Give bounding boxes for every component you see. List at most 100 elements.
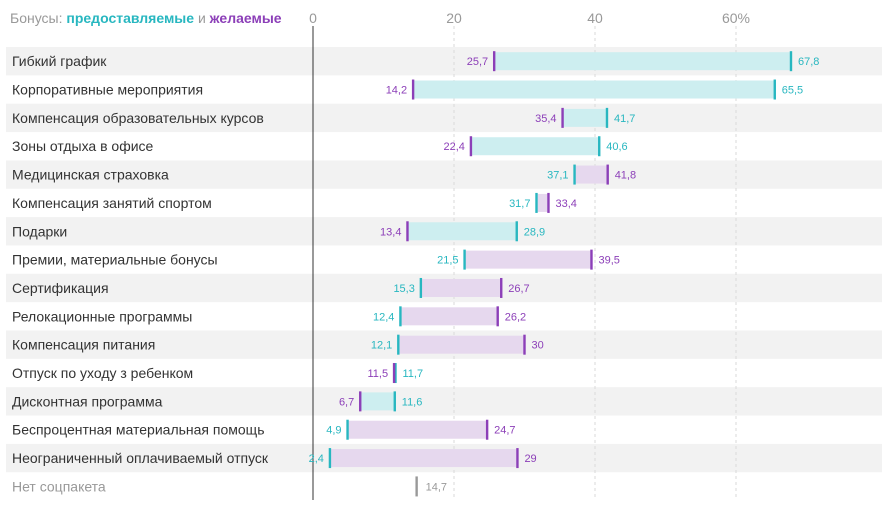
legend-provided: предоставляемые: [66, 10, 195, 26]
no-package-marker: [415, 476, 418, 497]
provided-value-label: 67,8: [798, 56, 819, 68]
category-label: Компенсация занятий спортом: [12, 195, 212, 211]
provided-value-label: 65,5: [782, 85, 803, 97]
desired-value-label: 25,7: [467, 56, 488, 68]
range-bar: [464, 250, 592, 269]
provided-marker: [394, 363, 397, 384]
category-label: Сертификация: [12, 280, 109, 296]
desired-value-label: 33,4: [555, 198, 576, 210]
desired-value-label: 24,7: [494, 425, 515, 437]
provided-marker: [598, 136, 601, 157]
range-bar: [536, 193, 549, 212]
range-bar: [360, 392, 395, 411]
provided-value-label: 12,4: [373, 311, 394, 323]
provided-value-label: 11,7: [402, 368, 423, 380]
category-label: Подарки: [12, 223, 67, 239]
provided-value-label: 41,7: [614, 113, 635, 125]
category-label: Корпоративные мероприятия: [12, 82, 203, 98]
provided-value-label: 21,5: [437, 255, 458, 267]
desired-value-label: 11,5: [367, 368, 388, 380]
x-tick-label: 60%: [722, 10, 750, 26]
provided-value-label: 31,7: [509, 198, 530, 210]
provided-marker: [535, 192, 538, 213]
range-bar: [347, 420, 488, 439]
category-label: Зоны отдыха в офисе: [12, 138, 154, 154]
desired-value-label: 39,5: [598, 255, 619, 267]
range-bar: [400, 307, 498, 326]
desired-value-label: 26,2: [505, 311, 526, 323]
provided-value-label: 37,1: [547, 170, 568, 182]
no-package-value-label: 14,7: [426, 481, 447, 493]
desired-marker: [469, 136, 473, 157]
provided-marker: [328, 448, 332, 469]
category-label: Релокационные программы: [12, 308, 192, 324]
category-label: Неограниченный оплачиваемый отпуск: [12, 450, 269, 466]
range-bar: [329, 449, 518, 468]
provided-value-label: 28,9: [524, 226, 545, 238]
provided-value-label: 15,3: [393, 283, 414, 295]
range-bar: [494, 52, 791, 71]
desired-marker: [523, 334, 526, 355]
desired-marker: [547, 192, 550, 213]
x-tick-label: 0: [309, 10, 317, 26]
chart-legend: Бонусы: предоставляемые и желаемые: [10, 10, 282, 26]
desired-value-label: 13,4: [380, 226, 401, 238]
provided-marker: [515, 221, 518, 242]
legend-prefix: Бонусы:: [10, 10, 67, 26]
desired-marker: [392, 363, 396, 384]
category-label: Компенсация образовательных курсов: [12, 110, 264, 126]
provided-marker: [463, 249, 466, 270]
desired-value-label: 14,2: [386, 85, 407, 97]
provided-marker: [399, 306, 402, 327]
category-label: Премии, материальные бонусы: [12, 252, 218, 268]
provided-value-label: 11,6: [402, 396, 423, 408]
provided-value-label: 4,9: [326, 425, 341, 437]
category-label: Медицинская страховка: [12, 167, 169, 183]
category-label: Дисконтная программа: [12, 393, 163, 409]
category-label: Компенсация питания: [12, 337, 155, 353]
desired-value-label: 6,7: [339, 396, 354, 408]
desired-marker: [359, 391, 362, 412]
category-label-no-package: Нет соцпакета: [12, 478, 106, 494]
desired-marker: [485, 419, 489, 440]
provided-marker: [393, 391, 396, 412]
desired-value-label: 29: [524, 453, 536, 465]
desired-marker: [561, 107, 564, 128]
desired-marker: [500, 277, 503, 298]
range-bar: [470, 137, 600, 156]
desired-marker: [496, 306, 499, 327]
provided-value-label: 12,1: [371, 340, 392, 352]
provided-marker: [789, 51, 793, 72]
provided-marker: [419, 277, 423, 298]
legend-desired: желаемые: [209, 10, 282, 26]
range-bar: [413, 80, 775, 99]
x-tick-label: 40: [587, 10, 603, 26]
desired-marker: [590, 249, 593, 270]
provided-value-label: 40,6: [606, 141, 627, 153]
category-label: Беспроцентная материальная помощь: [12, 422, 265, 438]
category-label: Отпуск по уходу з ребенком: [12, 365, 193, 381]
provided-marker: [397, 334, 400, 355]
provided-marker: [573, 164, 576, 185]
range-bar: [420, 278, 502, 297]
category-label: Гибкий график: [12, 53, 107, 69]
provided-marker: [346, 419, 349, 440]
provided-value-label: 2,4: [309, 453, 324, 465]
legend-joiner: и: [194, 10, 210, 26]
provided-marker: [773, 79, 776, 100]
range-bar: [562, 108, 607, 127]
desired-marker: [492, 51, 496, 72]
provided-marker: [605, 107, 609, 128]
desired-value-label: 30: [532, 340, 544, 352]
desired-value-label: 22,4: [443, 141, 464, 153]
desired-value-label: 26,7: [508, 283, 529, 295]
desired-marker: [516, 448, 519, 469]
desired-value-label: 35,4: [535, 113, 556, 125]
desired-marker: [606, 164, 609, 185]
range-bar: [407, 222, 517, 241]
desired-value-label: 41,8: [615, 170, 636, 182]
range-bar: [574, 165, 608, 184]
desired-marker: [411, 79, 415, 100]
desired-marker: [406, 221, 409, 242]
